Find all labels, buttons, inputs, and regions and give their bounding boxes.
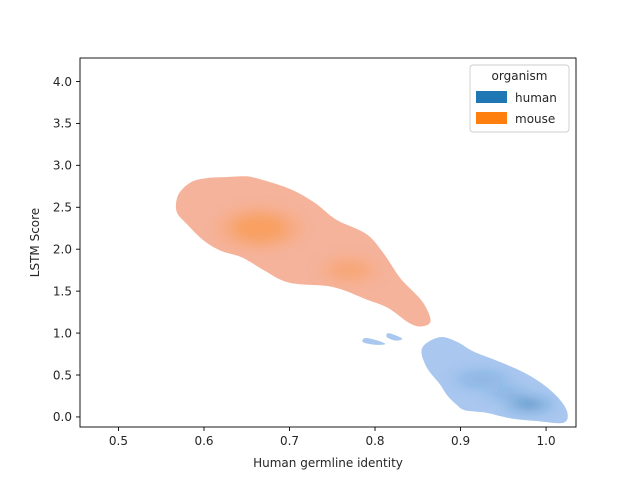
plot-area [175, 176, 568, 424]
y-tick-label: 1.5 [53, 284, 72, 298]
y-tick-label: 1.0 [53, 326, 72, 340]
density-peak-mouse-1 [233, 215, 287, 242]
legend-swatch-mouse [476, 112, 507, 124]
density-peak-mouse-2 [328, 260, 371, 280]
y-tick-label: 0.5 [53, 368, 72, 382]
x-tick-label: 0.5 [109, 434, 128, 448]
x-tick-label: 0.8 [365, 434, 384, 448]
x-tick-label: 0.7 [280, 434, 299, 448]
legend-label-human: human [515, 91, 557, 105]
density-region-mouse [175, 176, 431, 327]
density-peak-human-1 [522, 403, 536, 406]
density-peak-human-2 [491, 390, 524, 397]
x-tick-label: 1.0 [537, 434, 556, 448]
density-mouse [175, 176, 431, 327]
y-tick-label: 2.5 [53, 201, 72, 215]
density-human [362, 333, 568, 424]
legend-title: organism [492, 69, 548, 83]
x-tick-label: 0.9 [451, 434, 470, 448]
y-axis-ticks: 0.0 0.5 1.0 1.5 2.0 2.5 3.0 3.5 4.0 [53, 75, 80, 424]
x-axis-label: Human germline identity [253, 456, 403, 470]
density-island-human-1 [386, 333, 403, 341]
y-tick-label: 4.0 [53, 75, 72, 89]
density-peak-human-3 [460, 373, 504, 386]
legend-swatch-human [476, 91, 507, 103]
legend-label-mouse: mouse [515, 112, 555, 126]
y-tick-label: 3.5 [53, 117, 72, 131]
density-island-human-2 [362, 338, 386, 345]
y-axis-label: LSTM Score [28, 208, 42, 277]
axes-frame [79, 57, 577, 428]
y-tick-label: 0.0 [53, 410, 72, 424]
x-tick-label: 0.6 [194, 434, 213, 448]
x-axis-ticks: 0.5 0.6 0.7 0.8 0.9 1.0 [109, 427, 556, 448]
y-tick-label: 3.0 [53, 159, 72, 173]
legend: organism human mouse [469, 64, 570, 133]
y-tick-label: 2.0 [53, 243, 72, 257]
